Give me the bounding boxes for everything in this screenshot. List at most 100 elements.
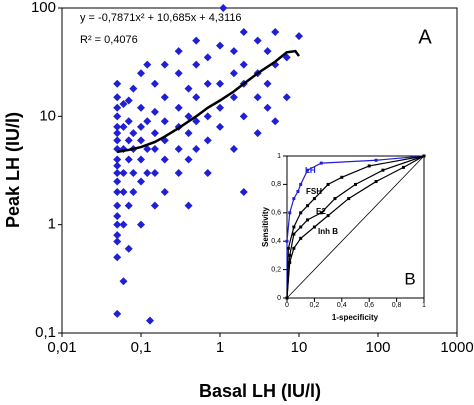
marker <box>401 165 405 169</box>
point <box>119 168 128 177</box>
marker <box>296 190 300 193</box>
point <box>137 103 145 112</box>
marker <box>288 211 292 215</box>
marker <box>286 246 290 250</box>
point <box>160 93 169 102</box>
marker <box>306 204 310 208</box>
point <box>229 144 238 153</box>
y-tick-label: 10 <box>39 107 56 124</box>
point <box>150 144 159 153</box>
x-tick-label: 10 <box>291 339 308 356</box>
point <box>160 155 169 164</box>
point <box>192 60 201 69</box>
point <box>271 117 280 126</box>
point <box>174 103 183 112</box>
x-tick-label: 1000 <box>440 339 473 356</box>
marker <box>326 214 330 218</box>
point <box>203 112 212 121</box>
point <box>253 36 262 45</box>
marker <box>312 197 316 201</box>
marker <box>299 225 303 229</box>
marker <box>333 197 337 201</box>
point <box>113 122 122 131</box>
y-tick-label: 1 <box>48 216 56 233</box>
point <box>160 60 169 69</box>
point <box>113 231 122 240</box>
point <box>119 277 128 286</box>
point <box>129 168 138 177</box>
point <box>137 220 145 229</box>
x-tick-label: 0,01 <box>47 339 76 356</box>
marker <box>312 225 316 229</box>
point <box>239 112 248 121</box>
marker <box>326 182 330 186</box>
annotation: R² = 0,4076 <box>80 34 138 46</box>
curve <box>286 155 425 298</box>
point <box>113 237 122 246</box>
point <box>113 177 122 186</box>
marker <box>292 197 296 201</box>
y-tick-label: 0 <box>277 295 281 302</box>
x-tick-label: 1 <box>216 339 224 356</box>
marker <box>340 175 344 179</box>
point <box>216 79 224 88</box>
point <box>137 69 145 78</box>
marker <box>299 236 303 240</box>
marker <box>319 161 323 165</box>
point <box>124 155 133 164</box>
marker <box>381 168 385 172</box>
point <box>119 188 128 197</box>
point <box>192 117 201 126</box>
marker <box>422 154 426 158</box>
point <box>203 136 212 145</box>
point <box>119 220 128 229</box>
point <box>184 129 193 138</box>
point <box>124 244 133 253</box>
curve <box>117 49 301 154</box>
marker <box>374 180 378 184</box>
marker <box>306 218 310 222</box>
y-tick-label: 0,8 <box>271 181 281 188</box>
point <box>219 4 228 12</box>
x-tick-label: 100 <box>365 339 390 356</box>
y-tick-label: 0,6 <box>271 210 281 217</box>
curve <box>286 155 425 299</box>
point <box>137 122 145 131</box>
point <box>271 28 280 37</box>
series-label: E2 <box>316 207 326 216</box>
x-tick-label: 0,6 <box>364 302 374 309</box>
point <box>129 188 138 197</box>
point <box>239 60 248 69</box>
point <box>150 129 159 138</box>
point <box>239 188 248 197</box>
marker <box>292 246 296 250</box>
point <box>184 155 193 164</box>
y-tick-label: 100 <box>31 0 56 16</box>
point <box>192 93 201 102</box>
reference-diagonal <box>286 155 425 299</box>
annotation: y = -0,7871x² + 10,685x + 4,3116 <box>80 12 242 24</box>
point <box>295 32 303 41</box>
point <box>137 136 145 145</box>
point <box>124 136 133 145</box>
point <box>146 316 155 325</box>
y-axis-title: Peak LH (IU/l) <box>3 112 23 228</box>
curve <box>286 155 425 299</box>
marker <box>299 182 303 186</box>
point <box>174 144 183 153</box>
y-tick-label: 0,1 <box>35 324 56 341</box>
marker <box>319 211 323 215</box>
point <box>119 122 128 131</box>
marker <box>288 261 292 264</box>
x-axis-title: 1-specificity <box>332 313 379 322</box>
point <box>129 84 138 93</box>
point <box>113 220 122 229</box>
point <box>113 93 122 102</box>
point <box>113 201 122 210</box>
annotation: B <box>404 269 415 288</box>
point <box>174 47 183 56</box>
x-axis-title: Basal LH (IU/l) <box>199 381 321 401</box>
y-axis-title: Sensitivity <box>261 206 270 247</box>
x-tick-label: 0,1 <box>131 339 152 356</box>
